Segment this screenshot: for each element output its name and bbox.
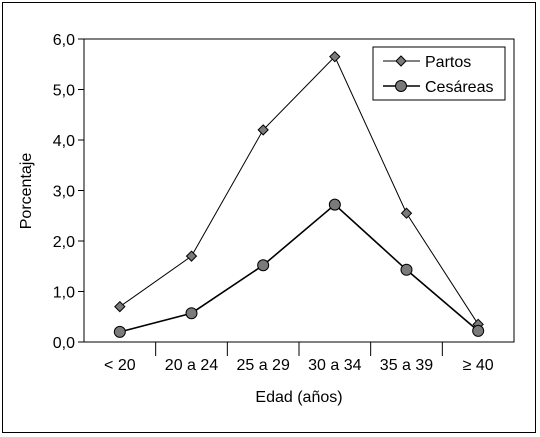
data-point-cesareas [472,324,485,337]
y-axis-title: Porcentaje [18,153,35,230]
x-tick-label: ≥ 40 [463,357,494,374]
data-point-partos [114,300,126,313]
x-axis: < 20 20 a 24 25 a 29 30 a 34 35 a 39 ≥ 40 [104,342,494,374]
x-tick-label: 30 a 34 [308,357,361,374]
y-tick-label: 5,0 [53,83,75,100]
series-cesareas [113,198,485,338]
data-point-partos [185,250,198,262]
legend-marker-partos [395,55,407,67]
y-tick-label: 3,0 [53,184,75,201]
y-tick-label: 0,0 [53,335,75,352]
legend-label-cesareas: Cesáreas [425,79,493,96]
x-tick-label: < 20 [104,357,136,374]
legend-label-partos: Partos [425,54,471,71]
legend-marker-cesareas [395,80,407,92]
data-point-cesareas [113,325,126,338]
x-tick-label: 20 a 24 [165,357,218,374]
data-point-cesareas [257,259,270,272]
y-tick-label: 1,0 [53,285,75,302]
x-axis-title: Edad (años) [255,389,342,406]
data-point-cesareas [185,307,198,320]
y-tick-label: 4,0 [53,133,75,150]
y-axis: 0,0 1,0 2,0 3,0 4,0 5,0 6,0 [53,32,84,352]
x-tick-label: 35 a 39 [380,357,433,374]
data-point-cesareas [328,198,341,211]
series-line-cesareas [119,203,479,333]
y-tick-label: 2,0 [53,234,75,251]
series-layer [113,50,485,338]
y-tick-label: 6,0 [53,32,75,49]
legend: Partos Cesáreas [372,46,506,101]
x-tick-label: 25 a 29 [236,357,289,374]
data-point-partos [257,124,269,136]
data-point-cesareas [400,263,413,276]
data-point-partos [329,50,341,63]
data-point-partos [400,207,413,219]
series-line-partos [119,55,479,325]
legend-box [372,46,506,101]
